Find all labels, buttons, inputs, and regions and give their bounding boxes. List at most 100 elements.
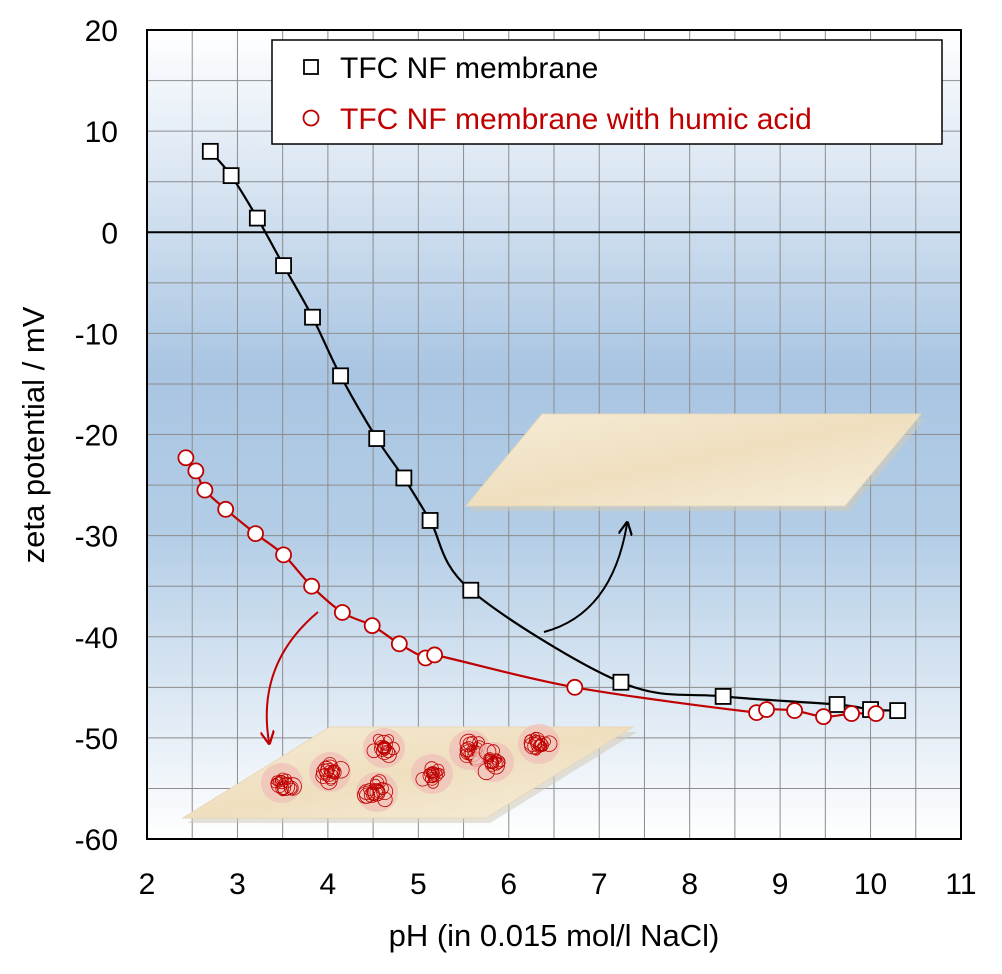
humic-acid-strand	[366, 782, 386, 802]
x-tick-label: 6	[500, 868, 517, 901]
humic-acid-aggregates	[261, 724, 560, 812]
humic-acid-blob	[411, 754, 453, 794]
data-point-square	[275, 257, 292, 275]
data-point-circle	[363, 617, 381, 635]
data-point-circle	[247, 525, 264, 543]
x-tick-label: 11	[945, 868, 976, 901]
humic-acid-blob-fill	[363, 728, 405, 768]
data-point-circle	[303, 577, 321, 595]
y-tick-label: -20	[75, 420, 118, 453]
data-point-circle	[217, 500, 235, 518]
humic-acid-blob	[356, 772, 398, 812]
y-tick-label: 0	[101, 217, 118, 250]
humic-acid-strand	[426, 766, 440, 780]
humic-acid-strand	[483, 753, 493, 763]
humic-acid-strand	[275, 774, 286, 786]
humic-acid-blob	[261, 763, 303, 803]
humic-acid-strand	[489, 757, 503, 771]
humic-acid-strand	[478, 743, 497, 761]
humic-acid-strand	[531, 731, 541, 741]
data-point-circle	[275, 546, 292, 564]
y-tick-label: -60	[75, 824, 118, 857]
humic-acid-strand	[374, 734, 393, 754]
data-point-circle	[187, 462, 205, 480]
data-point-square	[462, 581, 480, 599]
data-point-square	[368, 430, 386, 447]
humic-acid-strand	[319, 763, 339, 782]
humic-acid-strand	[323, 768, 339, 785]
humic-acid-strand	[375, 743, 393, 760]
x-tick-label: 9	[772, 868, 789, 901]
humic-acid-strand	[460, 741, 477, 758]
data-point-square	[828, 696, 846, 713]
legend-box	[271, 39, 943, 145]
humic-acid-strand	[528, 732, 546, 749]
humic-acid-blob	[363, 728, 405, 768]
data-point-circle	[196, 481, 214, 499]
humic-acid-strand	[370, 775, 384, 790]
humic-acid-strand	[386, 741, 400, 756]
x-axis-label: pH (in 0.015 mol/l NaCl)	[389, 918, 720, 953]
legend: TFC NF membrane TFC NF membrane with hum…	[271, 39, 943, 145]
arrow-to-fouled-membrane	[267, 611, 319, 742]
legend-entry-tfc-nf-humic-acid: TFC NF membrane with humic acid	[340, 103, 812, 136]
humic-acid-strand	[280, 773, 292, 785]
tick-labels: 2 3 4 5 6 7 8 9 10 11 20 10 0 -10 -20 -30 -40 -50 -60	[75, 15, 977, 901]
data-point-circle	[177, 449, 195, 467]
data-point-circle	[786, 702, 803, 719]
data-point-circle	[333, 604, 351, 621]
humic-acid-strand	[286, 782, 298, 794]
humic-acid-strand	[527, 737, 545, 755]
x-tick-label: 5	[410, 868, 427, 901]
x-tick-label: 8	[681, 868, 698, 901]
humic-acid-strand	[332, 761, 350, 779]
data-point-square	[222, 167, 240, 185]
legend-entry-tfc-nf-membrane: TFC NF membrane	[340, 52, 598, 85]
data-point-square	[304, 308, 321, 326]
arrow-to-clean-membrane	[543, 524, 627, 633]
data-point-circle	[843, 705, 860, 723]
humic-acid-strand	[276, 772, 289, 786]
humic-acid-strand	[376, 783, 394, 801]
data-point-square	[612, 673, 630, 691]
series-curve-0	[209, 150, 898, 712]
humic-acid-strand	[427, 776, 439, 789]
data-point-square	[889, 702, 907, 719]
humic-acid-strand	[322, 757, 338, 772]
humic-acid-strand	[424, 761, 439, 776]
x-tick-label: 10	[854, 868, 887, 901]
x-tick-label: 3	[229, 868, 246, 901]
x-tick-label: 7	[591, 868, 608, 901]
data-point-circle	[867, 705, 885, 723]
humic-acid-strand	[276, 780, 292, 795]
humic-acid-strand	[359, 787, 376, 804]
y-tick-label: 20	[85, 15, 118, 48]
humic-acid-strand	[372, 774, 387, 789]
data-point-circle	[758, 701, 775, 718]
data-point-circle	[815, 708, 832, 726]
data-point-square	[421, 512, 439, 529]
y-tick-label: -30	[75, 521, 118, 554]
y-tick-label: -40	[75, 622, 118, 655]
y-tick-label: -50	[75, 723, 118, 756]
humic-acid-strand	[366, 743, 382, 759]
humic-acid-strand	[524, 736, 542, 755]
data-point-square	[714, 688, 732, 705]
humic-acid-strand	[483, 753, 499, 769]
data-point-square	[201, 142, 219, 160]
humic-acid-strand	[477, 763, 495, 781]
data-markers	[177, 142, 907, 726]
data-point-circle	[566, 678, 584, 696]
data-point-circle	[426, 646, 444, 664]
humic-acid-strand	[273, 776, 284, 788]
x-tick-label: 4	[320, 868, 337, 901]
data-point-square	[248, 209, 266, 227]
humic-acid-strand	[428, 773, 438, 784]
y-axis-label: zeta potential / mV	[16, 306, 51, 563]
legend-marker-square	[303, 59, 319, 75]
y-tick-label: 10	[85, 116, 118, 149]
humic-acid-strand	[381, 745, 395, 759]
humic-acid-strand	[327, 766, 341, 779]
fouled-membrane-illustration	[181, 724, 637, 823]
